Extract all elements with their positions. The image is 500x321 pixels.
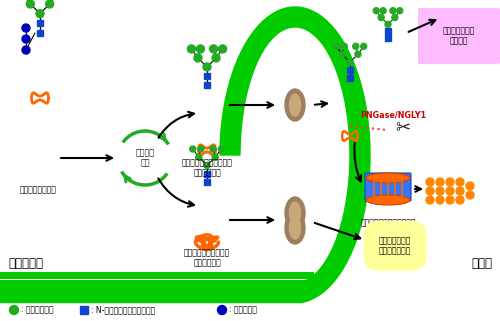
Circle shape: [392, 14, 398, 21]
Circle shape: [355, 51, 361, 57]
Circle shape: [456, 187, 464, 195]
Text: 小胞輸送により
各々の目的地へ: 小胞輸送により 各々の目的地へ: [379, 236, 411, 256]
Circle shape: [210, 146, 216, 152]
Circle shape: [436, 196, 444, 204]
Text: 正しく折りたたまれた
糖タンパク質: 正しく折りたたまれた 糖タンパク質: [184, 248, 230, 267]
Text: PNGase/NGLY1: PNGase/NGLY1: [360, 110, 426, 119]
Bar: [204, 82, 210, 88]
Circle shape: [194, 54, 202, 62]
Circle shape: [190, 146, 196, 152]
Circle shape: [353, 43, 359, 49]
Text: 細胞質: 細胞質: [471, 257, 492, 270]
Bar: [204, 171, 210, 177]
Circle shape: [446, 178, 454, 186]
Bar: [37, 20, 43, 26]
Circle shape: [196, 45, 204, 53]
Text: 正しくない折りたたみの
糖タンパク質: 正しくない折りたたみの 糖タンパク質: [182, 158, 232, 178]
Circle shape: [203, 63, 211, 71]
Circle shape: [118, 131, 172, 185]
Text: ✂: ✂: [395, 119, 410, 137]
Circle shape: [22, 24, 30, 32]
Circle shape: [466, 182, 474, 190]
Ellipse shape: [285, 197, 305, 229]
Ellipse shape: [366, 173, 410, 183]
Polygon shape: [300, 8, 370, 302]
FancyBboxPatch shape: [418, 8, 500, 64]
Circle shape: [46, 0, 54, 8]
Circle shape: [212, 154, 218, 160]
Text: : グルコース: : グルコース: [229, 306, 257, 315]
Text: 小胞体内腔: 小胞体内腔: [8, 257, 43, 270]
Ellipse shape: [285, 89, 305, 121]
Polygon shape: [220, 7, 302, 155]
Circle shape: [218, 146, 224, 152]
Circle shape: [196, 154, 202, 160]
Circle shape: [36, 10, 44, 18]
Text: : マンノース、: : マンノース、: [21, 306, 54, 315]
Circle shape: [22, 35, 30, 43]
Text: : N-アセチルグルコサミン、: : N-アセチルグルコサミン、: [91, 306, 155, 315]
Circle shape: [218, 306, 226, 315]
Ellipse shape: [290, 202, 300, 224]
Circle shape: [373, 8, 379, 14]
Circle shape: [466, 191, 474, 199]
Ellipse shape: [290, 217, 300, 239]
Circle shape: [347, 59, 353, 65]
Text: プロテアソームによる分解
（小胞体関連分解）: プロテアソームによる分解 （小胞体関連分解）: [360, 218, 416, 238]
Circle shape: [378, 14, 384, 21]
Circle shape: [426, 196, 434, 204]
Circle shape: [390, 8, 396, 14]
Bar: [347, 67, 353, 73]
Circle shape: [212, 54, 220, 62]
Ellipse shape: [366, 195, 410, 205]
Circle shape: [341, 43, 347, 49]
Ellipse shape: [290, 94, 300, 116]
Circle shape: [334, 43, 340, 49]
Bar: [385, 35, 391, 41]
Ellipse shape: [285, 212, 305, 244]
FancyBboxPatch shape: [365, 173, 411, 201]
Circle shape: [188, 45, 196, 53]
Text: 新生糖タンパク質: 新生糖タンパク質: [20, 185, 57, 194]
Circle shape: [397, 8, 403, 14]
Circle shape: [436, 178, 444, 186]
Circle shape: [218, 45, 226, 53]
Bar: [204, 73, 210, 79]
Circle shape: [339, 51, 345, 57]
Text: 品質管理
機構: 品質管理 機構: [136, 148, 154, 168]
Circle shape: [380, 8, 386, 14]
Bar: [204, 179, 210, 185]
Circle shape: [360, 43, 366, 49]
Bar: [385, 28, 391, 34]
Circle shape: [198, 146, 204, 152]
Circle shape: [426, 178, 434, 186]
Circle shape: [10, 306, 18, 315]
Circle shape: [456, 178, 464, 186]
Bar: [37, 30, 43, 36]
Circle shape: [22, 46, 30, 54]
Circle shape: [385, 22, 391, 27]
Bar: [347, 75, 353, 81]
Circle shape: [436, 187, 444, 195]
Circle shape: [446, 187, 454, 195]
Polygon shape: [0, 282, 302, 302]
Circle shape: [210, 45, 218, 53]
Bar: [80, 306, 88, 314]
Circle shape: [446, 196, 454, 204]
Circle shape: [426, 187, 434, 195]
Circle shape: [456, 196, 464, 204]
Circle shape: [26, 0, 34, 8]
Text: 細胞質における
糖鎖分解: 細胞質における 糖鎖分解: [443, 26, 475, 46]
Circle shape: [204, 162, 210, 169]
